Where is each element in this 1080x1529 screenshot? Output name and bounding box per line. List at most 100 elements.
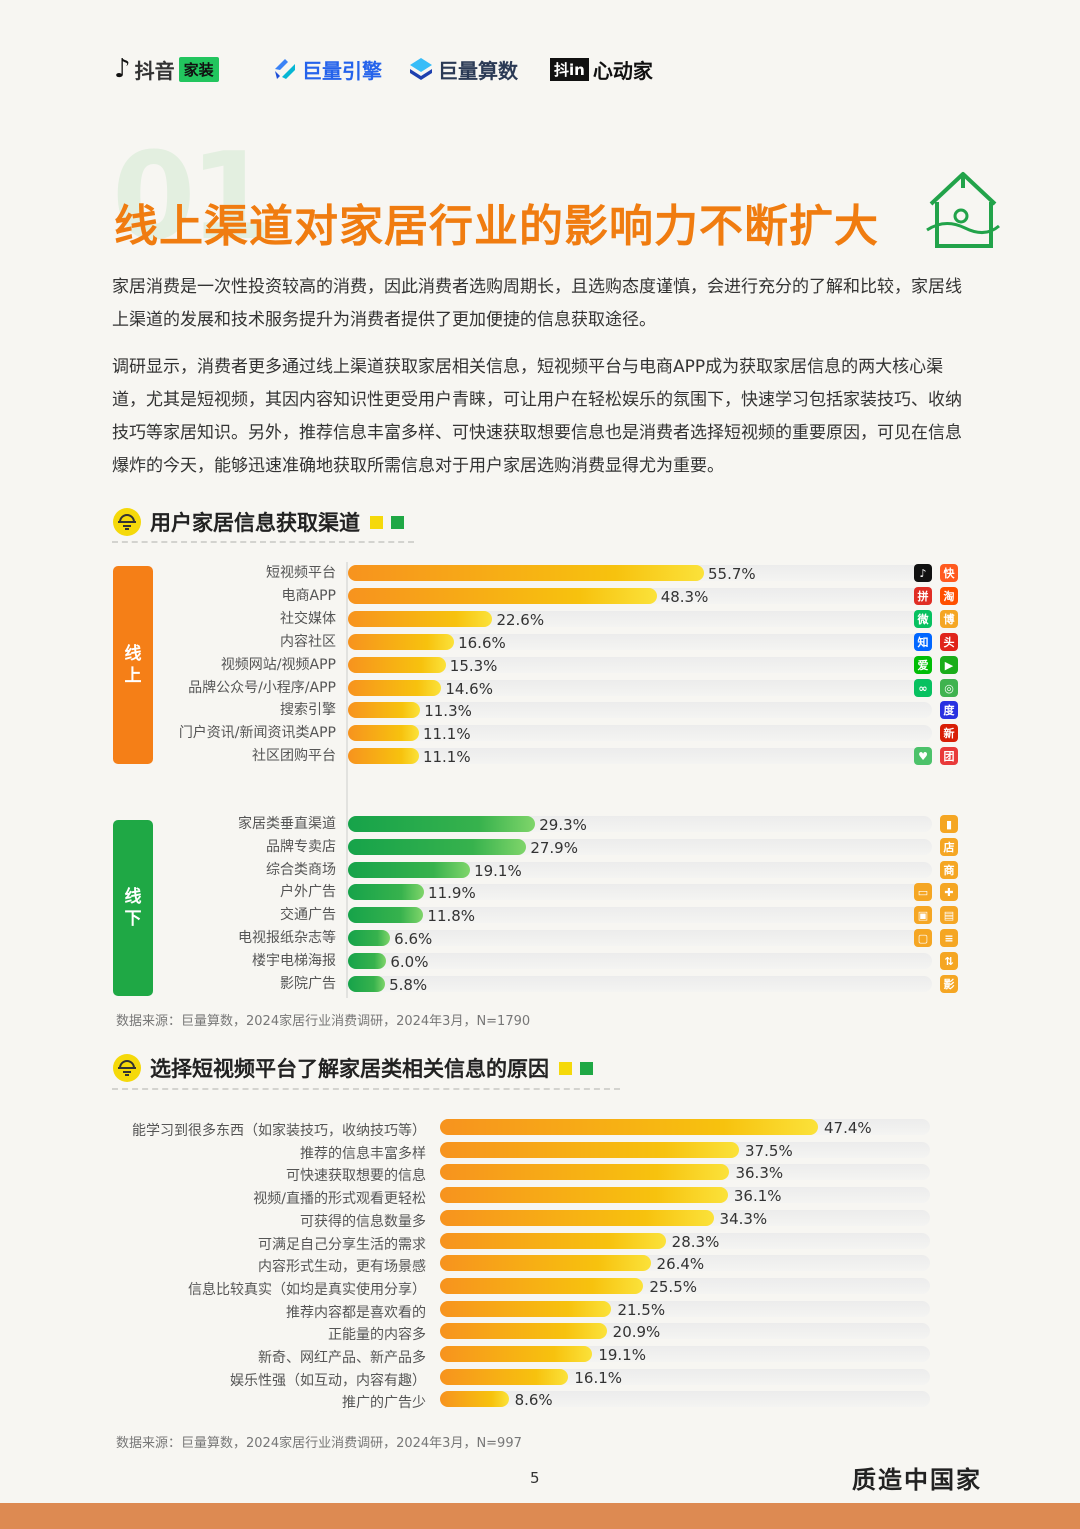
- baidu-icon: 度: [940, 701, 958, 719]
- bar-track: [348, 611, 932, 627]
- data-label: 16.1%: [574, 1369, 623, 1387]
- data-label: 47.4%: [824, 1119, 872, 1137]
- bar: [440, 1391, 509, 1407]
- footer-band: [0, 1503, 1080, 1529]
- data-label: 48.3%: [660, 588, 709, 606]
- bar-label: 娱乐性强（如互动，内容有趣）: [230, 1373, 426, 1389]
- data-label: 21.5%: [617, 1301, 666, 1319]
- bar-label: 新奇、网红产品、新产品多: [258, 1350, 426, 1366]
- bar-label: 品牌专卖店: [266, 839, 336, 855]
- bar: [348, 725, 419, 741]
- bar-label: 内容形式生动，更有场景感: [258, 1259, 426, 1275]
- bar: [440, 1187, 728, 1203]
- data-label: 11.3%: [424, 702, 472, 720]
- bar-label: 视频/直播的形式观看更轻松: [253, 1191, 426, 1207]
- douyin-badge: 抖in: [550, 57, 589, 81]
- bar: [348, 611, 493, 627]
- data-label: 14.6%: [445, 680, 493, 698]
- group-label-online: 线上: [113, 566, 153, 764]
- bar: [348, 839, 527, 855]
- section-number: 01: [112, 128, 273, 267]
- bar-label: 正能量的内容多: [328, 1327, 426, 1343]
- bar-label: 可快速获取想要的信息: [286, 1168, 426, 1184]
- chart2-title: 选择短视频平台了解家居类相关信息的原因: [150, 1057, 549, 1081]
- page-title: 线上渠道对家居行业的影响力不断扩大: [114, 201, 879, 252]
- data-label: 15.3%: [449, 657, 498, 675]
- data-label: 19.1%: [598, 1346, 646, 1364]
- bar-label: 能学习到很多东西（如家装技巧，收纳技巧等）: [132, 1123, 426, 1139]
- data-label: 11.1%: [422, 748, 471, 766]
- bar-track: [348, 976, 932, 992]
- page-number: 5: [530, 1469, 540, 1487]
- green-square-icon: [580, 1061, 593, 1075]
- tuangou-icon: 团: [940, 747, 958, 765]
- bar-label: 家居类垂直渠道: [238, 816, 336, 832]
- xindongjia-logo: 抖in 心动家: [550, 52, 653, 86]
- bar: [348, 588, 657, 604]
- bar-track: [348, 862, 932, 878]
- juliang-suanshu-text: 巨量算数: [438, 58, 518, 83]
- juliang-suanshu-icon: [410, 58, 432, 80]
- news-icon: 新: [940, 724, 958, 742]
- data-label: 6.0%: [390, 953, 429, 971]
- data-label: 34.3%: [719, 1210, 768, 1228]
- bar: [348, 976, 386, 992]
- juliang-yinqing-logo: 巨量引擎: [272, 52, 382, 86]
- bar-track: [348, 702, 932, 718]
- douyin-logo-text: 抖音: [134, 58, 175, 83]
- data-label: 19.1%: [474, 862, 522, 880]
- douyin-jiazhuang-logo: ♪ 抖音 家装: [114, 52, 219, 86]
- chart2-header: 选择短视频平台了解家居类相关信息的原因: [112, 1051, 593, 1085]
- bar: [348, 884, 425, 900]
- bar-label: 搜索引擎: [280, 702, 336, 718]
- data-label: 28.3%: [671, 1233, 720, 1251]
- bar-label: 社区团购平台: [252, 748, 336, 764]
- bar-label: 电视报纸杂志等: [238, 930, 336, 946]
- bar-label: 内容社区: [280, 634, 336, 650]
- bar: [348, 816, 536, 832]
- bar-label: 楼宇电梯海报: [252, 953, 336, 969]
- toutiao-icon: 头: [940, 633, 958, 651]
- bar: [440, 1142, 740, 1158]
- bar-label: 推荐内容都是喜欢看的: [286, 1305, 426, 1321]
- juliang-suanshu-logo: 巨量算数: [408, 52, 518, 86]
- bar: [348, 907, 424, 923]
- bar: [440, 1301, 612, 1317]
- green-square-icon: [391, 515, 404, 529]
- iqiyi-icon: 爱: [914, 656, 932, 674]
- wechat-icon: 微: [914, 610, 932, 628]
- bar-label: 视频网站/视频APP: [220, 657, 336, 673]
- bar: [348, 634, 455, 650]
- bar-track: [440, 1391, 930, 1407]
- data-label: 25.5%: [649, 1278, 697, 1296]
- data-label: 26.4%: [656, 1255, 705, 1273]
- bar-label: 电商APP: [281, 588, 336, 604]
- data-label: 22.6%: [496, 611, 545, 629]
- bar: [440, 1323, 607, 1339]
- xindongjia-text: 心动家: [592, 58, 653, 83]
- bar-label: 可获得的信息数量多: [300, 1214, 426, 1230]
- bar-label: 影院广告: [280, 976, 336, 992]
- chart1-axis-line: [346, 562, 348, 998]
- bar: [440, 1278, 644, 1294]
- juliang-yinqing-text: 巨量引擎: [302, 58, 382, 83]
- data-label: 11.9%: [428, 884, 476, 902]
- chart2-divider: [112, 1088, 620, 1090]
- mall-icon: 商: [940, 861, 958, 879]
- bar: [348, 565, 704, 581]
- data-label: 20.9%: [612, 1323, 661, 1341]
- data-label: 37.5%: [745, 1142, 793, 1160]
- tencent-video-icon: ▶: [940, 656, 958, 674]
- bar-label: 社交媒体: [280, 611, 336, 627]
- billboard-icon: ▭: [914, 883, 932, 901]
- bar: [348, 702, 421, 718]
- chart1-header: 用户家居信息获取渠道: [112, 505, 404, 539]
- chart1-divider: [112, 541, 414, 543]
- bar: [348, 953, 387, 969]
- data-label: 11.1%: [422, 725, 471, 743]
- juliang-yinqing-icon: [275, 59, 295, 79]
- bar-label: 推荐的信息丰富多样: [300, 1146, 426, 1162]
- tv-icon: ▢: [914, 929, 932, 947]
- intro-paragraph-1: 家居消费是一次性投资较高的消费，因此消费者选购周期长，且选购态度谨慎，会进行充分…: [112, 277, 962, 330]
- taobao-icon: 淘: [940, 587, 958, 605]
